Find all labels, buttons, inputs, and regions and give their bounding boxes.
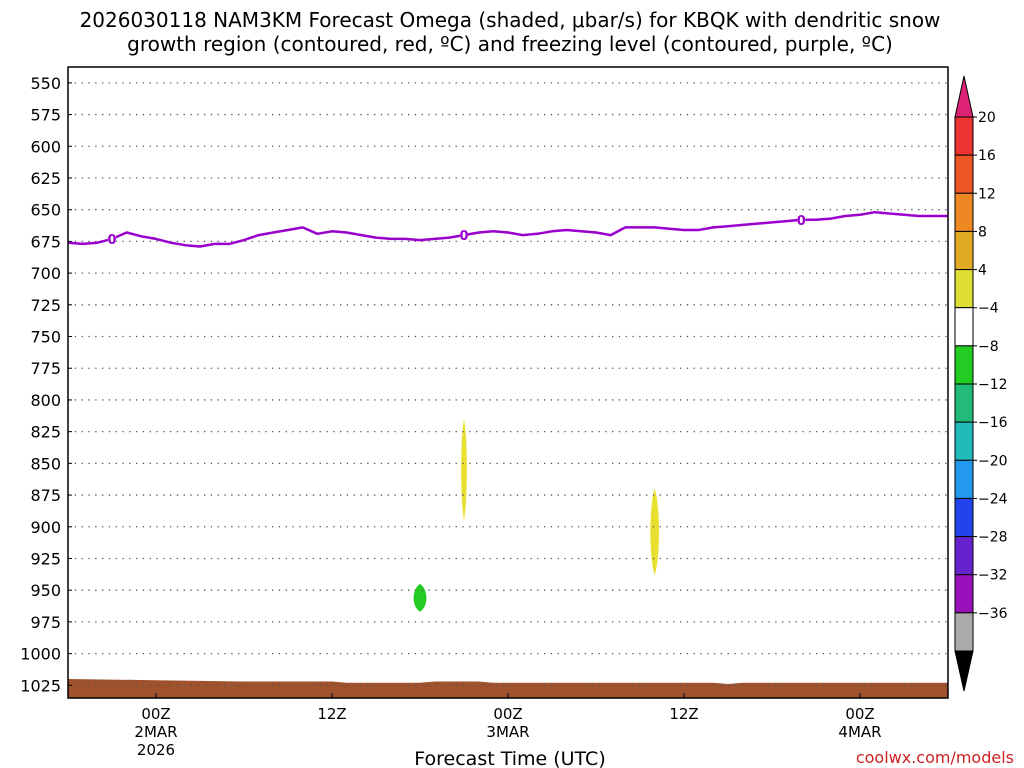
- y-tick-label-950: 950: [30, 581, 61, 600]
- colorbar-segment-7: [954, 345, 974, 385]
- x-tick-label-1: 12Z: [317, 705, 346, 723]
- credit-text: coolwx.com/models: [856, 748, 1014, 767]
- y-tick-label-900: 900: [30, 518, 61, 537]
- colorbar-label-2: 16: [978, 148, 996, 164]
- colorbar-label-13: −32: [978, 568, 1008, 584]
- freezing-contour-label-1: 0: [107, 233, 116, 248]
- colorbar-segment-4: [954, 230, 974, 271]
- colorbar-segment-1: [954, 116, 974, 156]
- freezing-contour-label-2: 0: [459, 229, 468, 244]
- x-tick-year-0: 2026: [137, 741, 175, 759]
- y-tick-label-800: 800: [30, 391, 61, 410]
- freezing-contour-label-3: 0: [797, 214, 806, 229]
- colorbar-label-4: 8: [978, 224, 987, 240]
- colorbar-label-10: −20: [978, 453, 1008, 469]
- x-tick-date-0: 2MAR: [134, 723, 177, 741]
- y-tick-label-875: 875: [30, 486, 61, 505]
- colorbar-segment-11: [954, 497, 974, 538]
- y-tick-label-975: 975: [30, 613, 61, 632]
- y-tick-label-600: 600: [30, 137, 61, 156]
- colorbar-segment-13: [954, 574, 974, 614]
- omega-region-1: [461, 418, 467, 521]
- freezing-label-bg-3: [797, 212, 806, 227]
- colorbar-label-11: −24: [978, 491, 1008, 507]
- colorbar-label-7: −8: [978, 339, 999, 355]
- y-tick-label-650: 650: [30, 201, 61, 220]
- colorbar-label-3: 12: [978, 186, 996, 202]
- colorbar-segment-14: [954, 612, 974, 652]
- y-tick-label-925: 925: [30, 549, 61, 568]
- y-tick-label-725: 725: [30, 296, 61, 315]
- freezing-label-bg-2: [460, 228, 468, 243]
- chart-title-line1: 2026030118 NAM3KM Forecast Omega (shaded…: [80, 8, 941, 32]
- omega-region-2: [650, 488, 659, 575]
- ground-surface: [68, 679, 948, 698]
- colorbar-label-14: −36: [978, 606, 1008, 622]
- chart-title-line2: growth region (contoured, red, ºC) and f…: [127, 32, 893, 56]
- colorbar-label-8: −12: [978, 377, 1008, 393]
- y-tick-label-1000: 1000: [20, 645, 61, 664]
- x-axis-label: Forecast Time (UTC): [414, 748, 605, 768]
- y-tick-label-675: 675: [30, 232, 61, 251]
- y-tick-label-625: 625: [30, 169, 61, 188]
- y-tick-label-1025: 1025: [20, 676, 61, 695]
- colorbar-segment-12: [954, 536, 974, 576]
- colorbar-segment-2: [954, 154, 974, 194]
- x-tick-label-2: 00Z: [493, 705, 522, 723]
- colorbar-top-arrow: [954, 75, 974, 118]
- y-tick-label-700: 700: [30, 264, 61, 283]
- x-tick-label-3: 12Z: [669, 705, 698, 723]
- colorbar-label-6: −4: [978, 301, 999, 317]
- x-tick-date-2: 3MAR: [486, 723, 529, 741]
- colorbar-segment-6: [954, 307, 974, 347]
- y-tick-label-850: 850: [30, 454, 61, 473]
- omega-colorbar: 20 16 12 8 4 −4 −8 −12 −16 −20 −24 −28 −32 −36: [954, 75, 1008, 692]
- colorbar-segment-10: [954, 459, 974, 499]
- y-tick-label-750: 750: [30, 328, 61, 347]
- omega-region-3: [413, 583, 427, 612]
- x-tick-date-4: 4MAR: [838, 723, 881, 741]
- colorbar-label-1: 20: [978, 110, 996, 126]
- colorbar-segment-8: [954, 383, 974, 423]
- freezing-label-bg-1: [108, 231, 116, 246]
- plot-area: 550 575 600 625 650 675 700 725 750 775 800 825 850 8…: [20, 66, 949, 759]
- y-tick-label-550: 550: [30, 74, 61, 93]
- colorbar-segment-3: [954, 192, 974, 232]
- colorbar-segment-9: [954, 421, 974, 461]
- colorbar-segment-5: [954, 269, 974, 309]
- y-tick-label-575: 575: [30, 106, 61, 125]
- colorbar-label-5: 4: [978, 263, 987, 279]
- colorbar-label-12: −28: [978, 530, 1008, 546]
- y-tick-label-825: 825: [30, 423, 61, 442]
- x-tick-label-4: 00Z: [845, 705, 874, 723]
- plot-border: [67, 66, 949, 699]
- y-tick-label-775: 775: [30, 359, 61, 378]
- colorbar-bottom-arrow: [954, 650, 974, 692]
- colorbar-label-9: −16: [978, 415, 1008, 431]
- x-tick-label-0: 00Z: [141, 705, 170, 723]
